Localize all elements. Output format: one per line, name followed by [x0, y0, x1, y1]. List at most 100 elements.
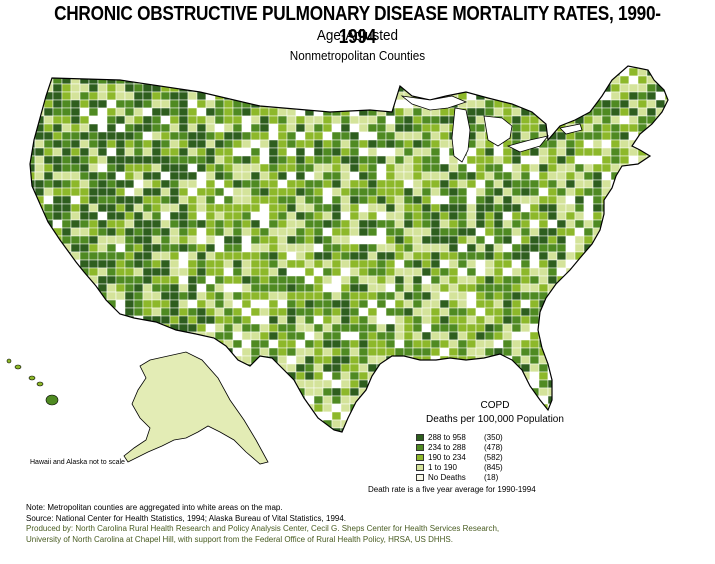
county-cell	[619, 331, 630, 341]
county-cell	[106, 339, 117, 349]
county-cell	[394, 331, 405, 341]
county-cell	[601, 163, 612, 173]
county-cell	[421, 347, 432, 357]
county-cell	[493, 219, 504, 229]
county-cell	[367, 203, 378, 213]
county-cell	[376, 291, 387, 301]
county-cell	[88, 67, 99, 77]
county-cell	[97, 363, 108, 373]
county-cell	[394, 427, 405, 432]
county-cell	[583, 235, 594, 245]
county-cell	[350, 436, 359, 444]
county-cell	[547, 355, 558, 365]
county-cell	[655, 291, 666, 301]
county-cell	[592, 251, 603, 261]
county-cell	[61, 403, 72, 413]
county-cell	[133, 163, 144, 173]
county-cell	[178, 275, 189, 285]
county-cell	[502, 387, 513, 397]
county-cell	[538, 187, 549, 197]
county-cell	[322, 66, 333, 69]
county-cell	[484, 179, 495, 189]
county-cell	[115, 419, 126, 429]
county-cell	[286, 339, 297, 349]
county-cell	[412, 163, 423, 173]
county-cell	[196, 283, 207, 293]
county-cell	[403, 75, 414, 85]
county-cell	[628, 235, 639, 245]
county-cell	[430, 227, 441, 237]
county-cell	[502, 323, 513, 333]
county-cell	[556, 299, 567, 309]
county-cell	[331, 83, 342, 93]
county-cell	[511, 75, 522, 85]
county-cell	[115, 155, 126, 165]
county-cell	[124, 275, 135, 285]
county-cell	[619, 235, 630, 245]
county-cell	[619, 83, 630, 93]
county-cell	[88, 171, 99, 181]
county-cell	[52, 355, 63, 365]
county-cell	[529, 315, 540, 325]
county-cell	[97, 91, 108, 101]
county-cell	[664, 195, 668, 205]
county-cell	[232, 115, 243, 125]
county-cell	[259, 251, 270, 261]
county-cell	[367, 251, 378, 261]
county-cell	[376, 403, 387, 413]
county-cell	[421, 155, 432, 165]
county-cell	[30, 211, 36, 221]
county-cell	[367, 123, 378, 133]
county-cell	[34, 299, 45, 309]
county-cell	[457, 171, 468, 181]
county-cell	[52, 219, 63, 229]
county-cell	[547, 259, 558, 269]
county-cell	[61, 67, 72, 77]
county-cell	[106, 147, 117, 157]
county-cell	[286, 66, 297, 69]
county-cell	[385, 379, 396, 389]
county-cell	[43, 259, 54, 269]
county-cell	[214, 299, 225, 309]
county-cell	[385, 403, 396, 413]
county-cell	[457, 163, 468, 173]
county-cell	[124, 411, 135, 421]
county-cell	[448, 227, 459, 237]
county-cell	[394, 259, 405, 269]
county-cell	[511, 211, 522, 221]
county-cell	[160, 179, 171, 189]
county-cell	[502, 299, 513, 309]
county-cell	[646, 203, 657, 213]
county-cell	[124, 267, 135, 277]
county-cell	[223, 259, 234, 269]
county-cell	[61, 211, 72, 221]
county-cell	[151, 75, 162, 85]
county-cell	[322, 395, 333, 405]
county-cell	[493, 67, 504, 77]
county-cell	[502, 211, 513, 221]
county-cell	[160, 75, 171, 85]
county-cell	[466, 371, 477, 381]
county-cell	[430, 267, 441, 277]
county-cell	[520, 267, 531, 277]
county-cell	[169, 139, 180, 149]
county-cell	[30, 235, 36, 245]
county-cell	[430, 131, 441, 141]
county-cell	[601, 355, 612, 365]
county-cell	[160, 147, 171, 157]
county-cell	[88, 339, 99, 349]
county-cell	[250, 275, 261, 285]
county-cell	[70, 347, 81, 357]
county-cell	[277, 395, 288, 405]
county-cell	[70, 91, 81, 101]
county-cell	[124, 66, 135, 69]
county-cell	[187, 203, 198, 213]
county-cell	[394, 291, 405, 301]
county-cell	[439, 235, 450, 245]
county-cell	[142, 339, 153, 349]
county-cell	[116, 436, 125, 444]
county-cell	[61, 387, 72, 397]
county-cell	[115, 347, 126, 357]
county-cell	[394, 363, 405, 373]
county-cell	[340, 395, 351, 405]
